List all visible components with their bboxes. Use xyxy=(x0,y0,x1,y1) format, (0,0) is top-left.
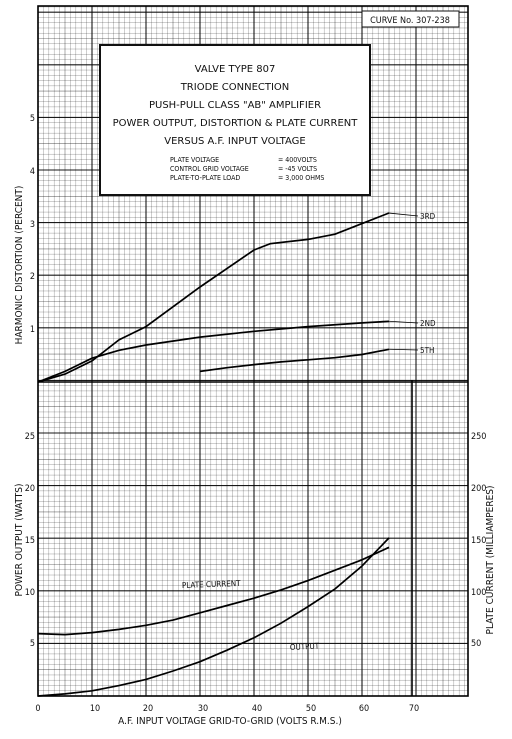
current-tick-250: 250 xyxy=(471,432,486,442)
condition-plate-voltage-value: = 400VOLTS xyxy=(278,156,317,164)
x-tick-70: 70 xyxy=(409,704,419,714)
power-line-output xyxy=(37,537,390,697)
series-leader-2nd xyxy=(388,320,419,324)
info-title-3: PUSH-PULL CLASS "AB" AMPLIFIER xyxy=(149,100,321,111)
x-tick-10: 10 xyxy=(90,704,100,714)
series-label-3rd: 3RD xyxy=(420,212,436,221)
info-title-5: VERSUS A.F. INPUT VOLTAGE xyxy=(164,136,306,147)
power-tick-25: 25 xyxy=(25,432,35,442)
distortion-tick-2: 2 xyxy=(30,272,35,282)
series-labels: 3RD 2ND 5TH PLATE CURRENT OUTPUT xyxy=(182,212,436,652)
current-tick-100: 100 xyxy=(471,588,486,598)
condition-load-label: PLATE-TO-PLATE LOAD xyxy=(170,174,240,182)
distortion-tick-1: 1 xyxy=(30,325,35,335)
x-tick-30: 30 xyxy=(198,704,208,714)
power-tick-15: 15 xyxy=(25,536,35,546)
power-line-plate-current xyxy=(37,546,390,636)
current-tick-50: 50 xyxy=(471,639,481,649)
info-title-4: POWER OUTPUT, DISTORTION & PLATE CURRENT xyxy=(113,118,359,129)
distortion-tick-5: 5 xyxy=(30,114,35,124)
power-tick-5: 5 xyxy=(30,639,35,649)
distortion-line-5th xyxy=(199,348,390,373)
distortion-tick-4: 4 xyxy=(30,167,35,177)
series-leader-5th xyxy=(388,348,419,351)
curve-number: CURVE No. 307-238 xyxy=(370,16,450,26)
info-box: VALVE TYPE 807 TRIODE CONNECTION PUSH-PU… xyxy=(99,44,371,196)
condition-load-value: = 3,000 OHMS xyxy=(278,174,324,182)
x-axis-title: A.F. INPUT VOLTAGE GRID-TO-GRID (VOLTS R… xyxy=(118,716,342,727)
series-leader-3rd xyxy=(388,212,419,217)
plate-current-axis-title: PLATE CURRENT (MILLIAMPERES) xyxy=(485,486,496,635)
plot-frame xyxy=(37,5,469,697)
series-label-2nd: 2ND xyxy=(420,319,436,328)
chart-curves xyxy=(37,212,390,697)
x-tick-0: 0 xyxy=(35,704,40,714)
x-tick-20: 20 xyxy=(143,704,153,714)
power-tick-20: 20 xyxy=(25,484,35,494)
series-label-5th: 5TH xyxy=(420,346,434,355)
info-box-frame xyxy=(99,44,371,196)
chart-axes xyxy=(37,5,469,697)
x-tick-60: 60 xyxy=(359,704,369,714)
distortion-axis-title: HARMONIC DISTORTION (PERCENT) xyxy=(14,186,25,345)
distortion-line-2nd xyxy=(37,320,390,383)
series-label-output: OUTPUT xyxy=(290,641,320,652)
condition-grid-voltage-value: = -45 VOLTS xyxy=(278,165,317,173)
power-tick-10: 10 xyxy=(25,588,35,598)
distortion-line-3rd xyxy=(37,212,390,383)
info-title-2: TRIODE CONNECTION xyxy=(180,82,290,93)
current-tick-150: 150 xyxy=(471,536,486,546)
curve-number-box xyxy=(361,10,460,28)
info-title-1: VALVE TYPE 807 xyxy=(195,64,276,75)
power-axis-title: POWER OUTPUT (WATTS) xyxy=(14,484,25,597)
x-tick-40: 40 xyxy=(252,704,262,714)
condition-plate-voltage-label: PLATE VOLTAGE xyxy=(170,156,219,164)
current-tick-200: 200 xyxy=(471,484,486,494)
series-label-plate-current: PLATE CURRENT xyxy=(182,579,242,590)
x-tick-50: 50 xyxy=(306,704,316,714)
condition-grid-voltage-label: CONTROL GRID VOLTAGE xyxy=(170,165,249,173)
distortion-tick-3: 3 xyxy=(30,220,35,230)
